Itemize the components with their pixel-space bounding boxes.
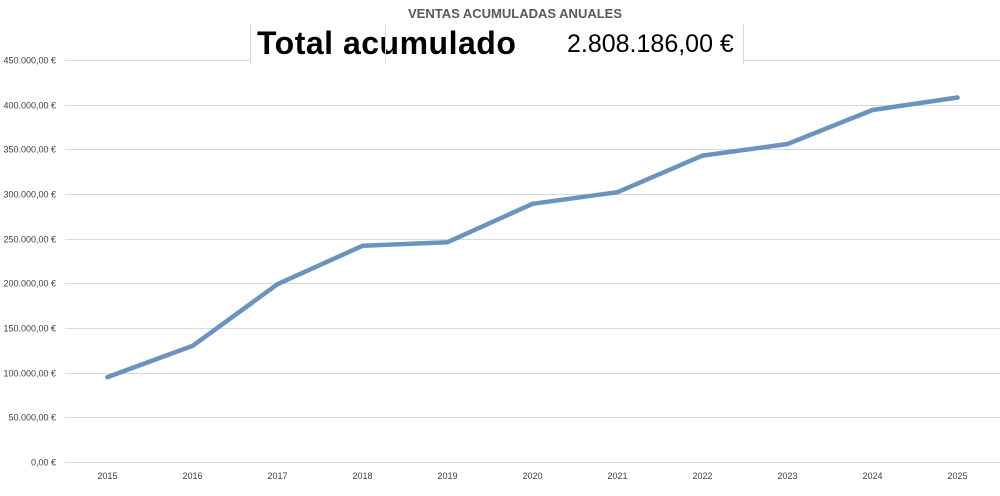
x-tick-label: 2024 [862, 471, 882, 481]
x-tick-label: 2021 [607, 471, 627, 481]
total-cell-divider [385, 24, 386, 64]
y-tick-label: 250.000,00 € [3, 235, 56, 245]
data-point [105, 374, 110, 380]
y-tick-label: 50.000,00 € [8, 413, 56, 423]
x-axis-tick-labels: 2015 2016 2017 2018 2019 2020 2021 2022 2023 2024… [97, 471, 967, 481]
data-point [870, 107, 875, 113]
data-point [955, 95, 960, 100]
total-summary-box: Total acumulado 2.808.186,00 € [250, 24, 744, 64]
data-point [615, 190, 620, 195]
x-tick-label: 2023 [777, 471, 797, 481]
chart-title: VENTAS ACUMULADAS ANUALES [407, 6, 623, 21]
y-tick-label: 100.000,00 € [3, 369, 56, 379]
y-tick-label: 150.000,00 € [3, 324, 56, 334]
x-tick-label: 2015 [97, 471, 117, 481]
total-label: Total acumulado [257, 25, 517, 61]
data-point [785, 141, 790, 147]
gridlines [65, 60, 1000, 463]
x-tick-label: 2018 [352, 471, 372, 481]
data-point [530, 201, 535, 207]
y-tick-label: 350.000,00 € [3, 145, 56, 155]
x-tick-label: 2020 [522, 471, 542, 481]
data-point [190, 343, 195, 349]
y-tick-label: 300.000,00 € [3, 190, 56, 200]
y-axis-tick-labels: 0,00 € 50.000,00 € 100.000,00 € 150.000,00 … [3, 56, 56, 468]
x-tick-label: 2016 [182, 471, 202, 481]
x-tick-label: 2019 [437, 471, 457, 481]
y-tick-label: 200.000,00 € [3, 279, 56, 289]
data-point [360, 243, 365, 249]
series-line [105, 95, 960, 380]
x-tick-label: 2022 [692, 471, 712, 481]
y-tick-label: 0,00 € [31, 458, 56, 468]
y-tick-label: 450.000,00 € [3, 56, 56, 66]
x-tick-label: 2017 [267, 471, 287, 481]
data-point [445, 240, 450, 245]
series-layer [105, 95, 960, 380]
data-point [275, 282, 280, 287]
data-point [700, 153, 705, 158]
y-tick-label: 400.000,00 € [3, 101, 56, 111]
x-tick-label: 2025 [947, 471, 967, 481]
total-value: 2.808.186,00 € [567, 30, 734, 58]
